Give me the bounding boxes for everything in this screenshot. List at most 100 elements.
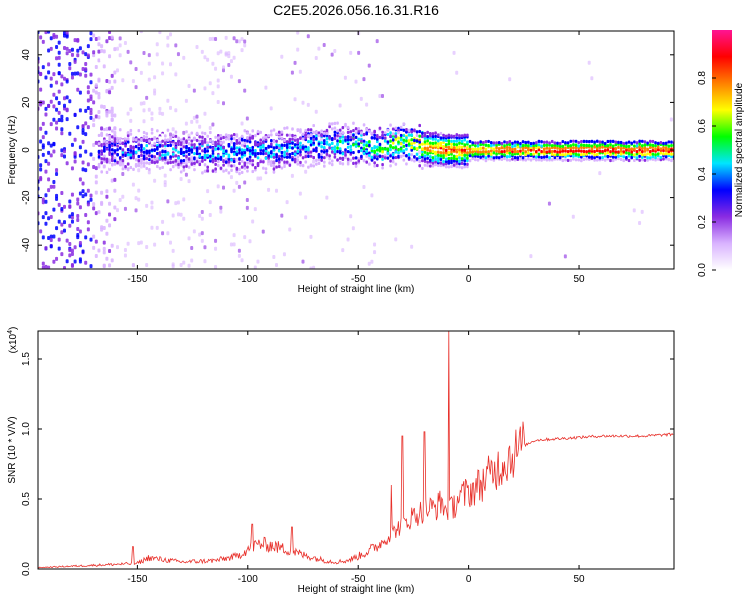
spectrogram-cell <box>41 100 45 105</box>
spectrogram-cell <box>169 62 172 67</box>
spectrogram-cell <box>442 136 445 140</box>
spectrogram-cell <box>187 157 191 161</box>
spectrogram-cell <box>474 144 477 148</box>
spectrogram-cell <box>169 240 172 245</box>
spectrogram-cell <box>627 158 631 163</box>
spectrogram-cell <box>164 134 167 138</box>
spectrogram-cell <box>132 165 135 169</box>
spectrogram-cell <box>262 149 265 153</box>
spectrogram-cell <box>182 145 186 149</box>
spectrogram-cell <box>352 121 355 125</box>
spectrogram-cell <box>500 141 504 146</box>
spectrogram-cell <box>232 143 236 148</box>
spectrogram-cell <box>280 136 284 140</box>
spectrogram-cell <box>195 119 199 124</box>
spectrogram-cell <box>76 48 80 53</box>
y-tick-label: 0 <box>21 147 32 153</box>
spectrogram-cell <box>86 125 90 130</box>
spectrogram-cell <box>176 200 180 205</box>
spectrogram-cell <box>63 45 66 50</box>
spectrogram-cell <box>641 139 644 143</box>
spectrogram-cell <box>336 134 339 138</box>
spectrogram-cell <box>243 138 247 143</box>
spectrogram-cell <box>44 130 48 135</box>
spectrogram-cell <box>47 31 51 34</box>
spectrogram-cell <box>229 175 233 180</box>
spectrogram-cell <box>529 158 533 162</box>
spectrogram-cell <box>270 129 273 133</box>
spectrogram-cell <box>235 169 239 174</box>
spectrogram-cell <box>630 141 633 145</box>
spectrogram-cell <box>550 139 554 144</box>
spectrogram-cell <box>108 140 111 144</box>
spectrogram-cell <box>55 96 59 101</box>
spectrogram-cell <box>535 155 538 159</box>
spectrogram-cell <box>542 149 546 154</box>
spectrogram-cell <box>651 139 655 144</box>
spectrogram-x-label: Height of straight line (km) <box>298 284 415 295</box>
spectrogram-cell <box>330 52 334 57</box>
spectrogram-cell <box>248 151 252 156</box>
spectrogram-cell <box>166 128 170 132</box>
spectrogram-cell <box>97 213 101 218</box>
spectrogram-cell <box>301 100 305 105</box>
spectrogram-cell <box>429 141 432 145</box>
spectrogram-cell <box>92 50 96 55</box>
spectrogram-cell <box>158 106 162 111</box>
spectrogram-cell <box>203 147 207 151</box>
spectrogram-cell <box>444 148 448 152</box>
spectrogram-cell <box>89 107 93 112</box>
spectrogram-cell <box>402 122 406 126</box>
spectrogram-cell <box>535 146 538 150</box>
spectrogram-cell <box>219 49 223 54</box>
spectrogram-cell <box>391 152 395 157</box>
spectrogram-cell <box>410 145 414 150</box>
spectrogram-cell <box>113 140 117 144</box>
spectrogram-cell <box>63 149 66 154</box>
spectrogram-cell <box>63 265 66 269</box>
spectrogram-cell <box>76 53 80 58</box>
spectrogram-cell <box>458 161 461 166</box>
spectrogram-cell <box>354 164 358 168</box>
spectrogram-cell <box>561 144 565 148</box>
spectrogram-cell <box>633 140 636 144</box>
spectrogram-cell <box>391 141 395 145</box>
spectrogram-cell <box>333 150 337 154</box>
spectrogram-cell <box>452 50 456 55</box>
spectrogram-cell <box>452 163 456 167</box>
spectrogram-cell <box>309 139 313 143</box>
spectrogram-cell <box>402 144 406 148</box>
spectrogram-cell <box>598 156 602 160</box>
spectrogram-cell <box>368 129 371 134</box>
spectrogram-cell <box>354 86 358 91</box>
spectrogram-cell <box>519 152 522 156</box>
spectrogram-cell <box>52 259 56 264</box>
spectrogram-cell <box>246 139 249 143</box>
spectrogram-cell <box>126 162 130 166</box>
spectrogram-cell <box>84 121 88 126</box>
spectrogram-cell <box>78 108 82 113</box>
spectrogram-cell <box>63 76 66 81</box>
spectrogram-cell <box>169 171 172 175</box>
spectrogram-cell <box>169 32 172 37</box>
spectrogram-cell <box>118 163 122 167</box>
snr-line <box>38 331 674 569</box>
spectrogram-cell <box>41 235 45 240</box>
spectrogram-cell <box>55 120 59 125</box>
spectrogram-cell <box>431 137 435 141</box>
spectrogram-cell <box>55 34 59 39</box>
spectrogram-cell <box>282 252 286 257</box>
spectrogram-cell <box>359 96 363 101</box>
spectrogram-cell <box>177 156 180 160</box>
spectrogram-cell <box>47 62 51 67</box>
spectrogram-cell <box>142 154 146 158</box>
spectrogram-cell <box>627 147 631 151</box>
spectrogram-cell <box>635 156 639 160</box>
spectrogram-cell <box>352 133 355 137</box>
spectrogram-cell <box>97 95 101 100</box>
spectrogram-cell <box>439 161 443 165</box>
spectrogram-cell <box>593 156 596 160</box>
spectrogram-cell <box>209 145 212 149</box>
spectrogram-cell <box>108 148 111 152</box>
